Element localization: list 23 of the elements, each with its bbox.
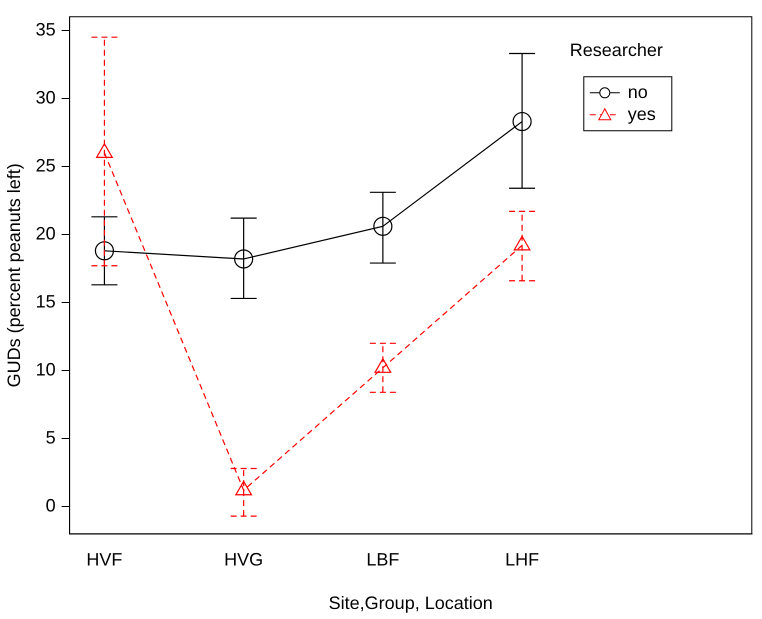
point: [373, 216, 392, 236]
point: [374, 358, 392, 373]
y-tick-label: 10: [36, 360, 56, 380]
x-tick-label: LHF: [505, 550, 540, 570]
x-tick-label: HVG: [224, 550, 264, 570]
point: [512, 112, 532, 132]
point: [235, 480, 252, 496]
y-tick-label: 25: [36, 155, 56, 176]
y-tick-label: 15: [36, 291, 56, 312]
y-tick-label: 0: [46, 496, 56, 516]
y-tick-label: 5: [46, 428, 56, 448]
legend-title: Researcher: [570, 40, 663, 60]
x-axis-title: Site,Group, Location: [328, 593, 493, 614]
x-tick-label: LBF: [366, 550, 400, 570]
legend-label: no: [628, 82, 648, 102]
y-tick-label: 20: [36, 223, 56, 244]
y-tick-label: 30: [36, 87, 56, 108]
point: [94, 241, 114, 260]
legend-label: yes: [628, 104, 656, 124]
y-axis-title: GUDs (percent peanuts left): [4, 163, 24, 388]
x-tick-label: HVF: [86, 550, 122, 570]
y-tick-label: 35: [36, 19, 56, 40]
point: [234, 249, 254, 269]
